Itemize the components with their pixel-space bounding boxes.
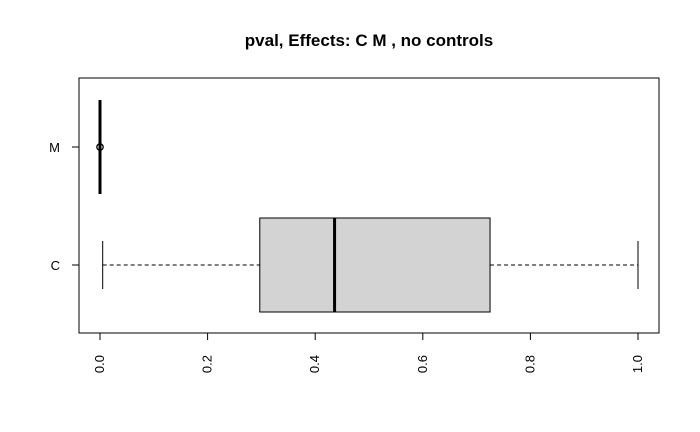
outlier-point-m-0 <box>96 143 104 151</box>
plot-marks <box>96 100 639 313</box>
box-iqr-c <box>259 217 491 313</box>
box-group-c <box>102 217 639 313</box>
x-tick-label-1: 0.2 <box>200 355 215 373</box>
x-tick-label-0: 0.0 <box>92 355 107 373</box>
chart-title: pval, Effects: C M , no controls <box>245 31 493 50</box>
x-tick-label-3: 0.6 <box>415 355 430 373</box>
y-tick-label-m: M <box>49 140 60 155</box>
axes: C M 0.0 0.2 0.4 0.6 0.8 1.0 <box>49 140 645 373</box>
x-tick-label-4: 0.8 <box>522 355 537 373</box>
box-group-m <box>96 100 104 194</box>
y-tick-label-c: C <box>51 258 60 273</box>
x-tick-label-5: 1.0 <box>630 355 645 373</box>
x-tick-label-2: 0.4 <box>307 355 322 373</box>
